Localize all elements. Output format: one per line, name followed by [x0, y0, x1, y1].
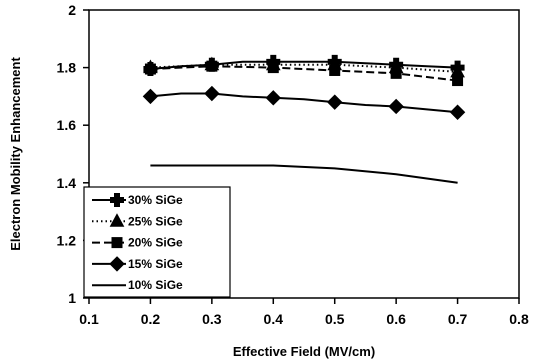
- legend-label: 25% SiGe: [128, 214, 183, 228]
- legend-label: 20% SiGe: [128, 236, 183, 250]
- square-marker: [144, 63, 156, 75]
- series-10-sige: [150, 164, 458, 184]
- cross-marker: [110, 193, 124, 207]
- legend-label: 30% SiGe: [128, 193, 183, 207]
- x-tick-label: 0.8: [509, 311, 529, 327]
- square-marker: [329, 64, 341, 76]
- y-tick-label: 1.8: [57, 60, 77, 76]
- series-line: [150, 65, 458, 82]
- diamond-marker: [388, 98, 404, 115]
- triangle-marker: [109, 213, 125, 227]
- series-line: [150, 164, 458, 184]
- y-tick-label: 1.2: [57, 232, 77, 248]
- series-line: [150, 92, 458, 114]
- x-tick-label: 0.4: [264, 311, 284, 327]
- legend-item: 10% SiGe: [92, 278, 183, 292]
- x-axis-label: Effective Field (MV/cm): [233, 344, 375, 359]
- series-line: [150, 60, 458, 70]
- x-tick-label: 0.5: [325, 311, 345, 327]
- legend-item: 15% SiGe: [92, 256, 183, 272]
- series-line: [150, 63, 458, 73]
- square-marker: [111, 237, 123, 249]
- series-20-sige: [144, 60, 464, 87]
- x-tick-label: 0.7: [448, 311, 468, 327]
- diamond-marker: [142, 88, 159, 105]
- legend-item: 30% SiGe: [92, 193, 183, 207]
- diamond-marker: [449, 104, 466, 120]
- series-layer: [142, 54, 466, 184]
- diamond-marker: [109, 256, 125, 272]
- y-axis-label: Electron Mobility Enhancement: [8, 57, 23, 251]
- diamond-marker: [327, 94, 343, 110]
- y-tick-label: 1: [68, 290, 76, 306]
- x-tick-label: 0.6: [386, 311, 406, 327]
- y-tick-label: 1.4: [57, 175, 77, 191]
- x-tick-label: 0.2: [141, 311, 161, 327]
- square-marker: [206, 60, 218, 72]
- x-tick-label: 0.1: [79, 311, 99, 327]
- square-marker: [267, 62, 279, 74]
- square-marker: [390, 67, 402, 79]
- series-15-sige: [142, 85, 466, 120]
- y-tick-label: 2: [68, 2, 76, 18]
- legend-item: 25% SiGe: [92, 213, 183, 228]
- axis-ticks: 0.1 0.2 0.3 0.4 0.5 0.6 0.7 0.8 1 1.2 1.4 1.6 1.8 2: [57, 2, 529, 327]
- legend-item: 20% SiGe: [92, 236, 183, 250]
- x-tick-label: 0.3: [202, 311, 222, 327]
- square-marker: [452, 75, 464, 87]
- legend-label: 15% SiGe: [128, 257, 183, 271]
- y-tick-label: 1.6: [57, 117, 77, 133]
- diamond-marker: [265, 90, 281, 106]
- legend-label: 10% SiGe: [128, 278, 183, 292]
- legend: 30% SiGe 25% SiGe 20% SiGe 15% SiGe 10% SiGe: [83, 186, 231, 298]
- diamond-marker: [204, 85, 220, 102]
